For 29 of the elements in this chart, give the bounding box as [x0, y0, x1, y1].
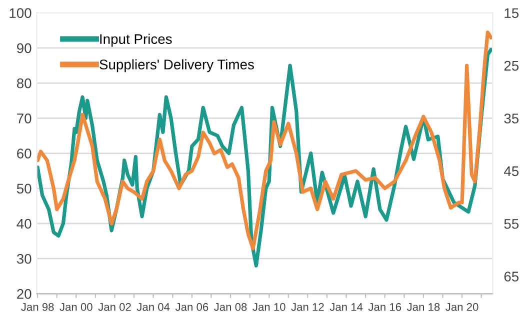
y-tick-label: 90: [17, 43, 32, 54]
y2-tick-label: 15: [504, 8, 519, 18]
x-tick-label: Jan 04: [136, 303, 170, 311]
y2-tick-label: 35: [504, 114, 519, 124]
y-tick-label: 60: [17, 148, 32, 158]
y-tick-label: 70: [17, 114, 32, 124]
y2-tick-label: 55: [504, 219, 519, 229]
x-tick-label: Jan 14: [330, 303, 363, 311]
x-tick-label: Jan 20: [446, 303, 478, 311]
y-tick-label: 50: [16, 184, 32, 194]
y2-tick-label: 45: [504, 166, 519, 176]
legend-label: Input Prices: [100, 34, 172, 47]
y2-tick-label: 25: [504, 60, 519, 71]
x-tick-label: Jan 16: [368, 303, 402, 311]
y-tick-label: 100: [10, 8, 32, 18]
x-tick-label: Jan 06: [175, 303, 208, 311]
x-tick-label: Jan 00: [60, 303, 92, 311]
y2-tick-label: 65: [504, 272, 519, 282]
x-tick-label: Jan 02: [98, 303, 131, 311]
x-tick-label: Jan 12: [291, 303, 324, 311]
y-tick-label: 30: [16, 254, 32, 264]
x-tick-label: Jan 98: [21, 303, 54, 311]
legend-label: Suppliers' Delivery Times: [100, 59, 254, 72]
y-tick-label: 80: [16, 78, 32, 88]
x-tick-label: Jan 08: [214, 303, 247, 311]
x-tick-label: Jan 10: [252, 303, 286, 311]
y-tick-label: 20: [17, 289, 32, 299]
y-tick-label: 40: [16, 218, 32, 229]
x-tick-label: Jan 18: [406, 303, 440, 311]
